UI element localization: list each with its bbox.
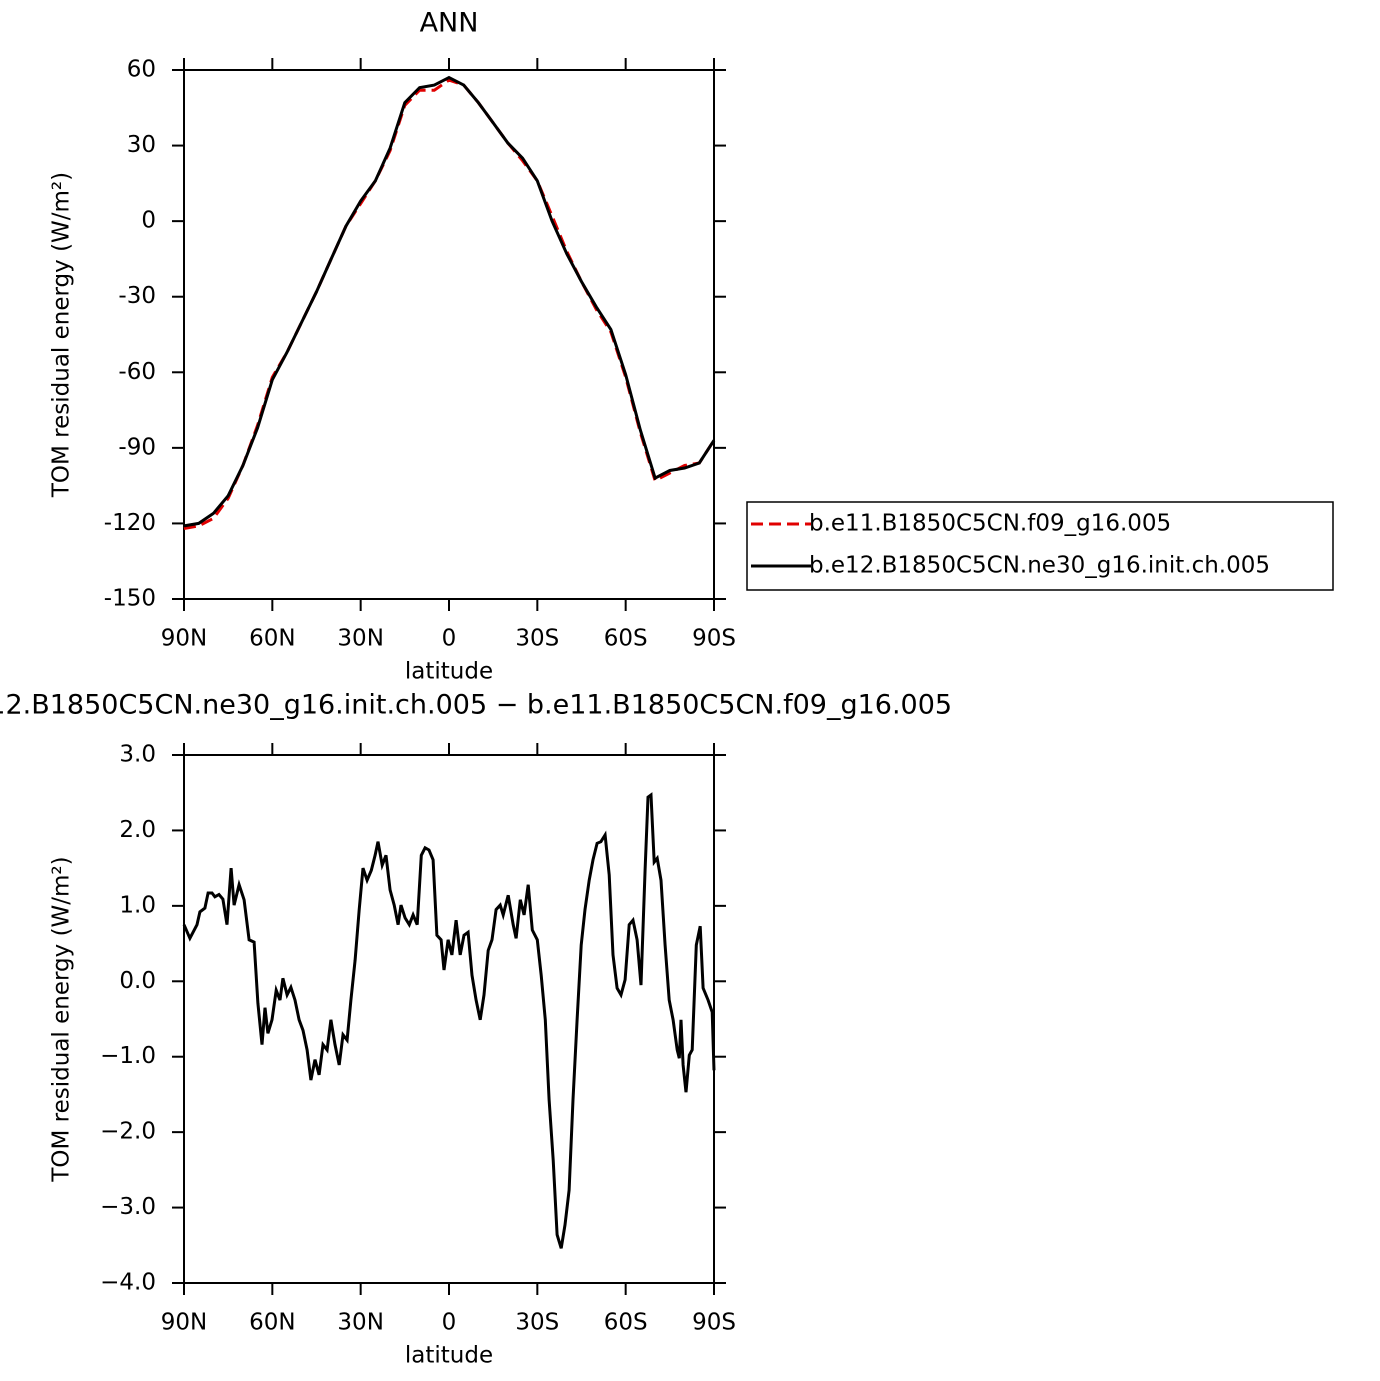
y-tick-label: 0: [141, 208, 156, 234]
x-tick-label: 30S: [515, 626, 559, 652]
y-tick-label: -120: [104, 510, 156, 536]
x-tick-label: 30N: [337, 1310, 383, 1336]
y-tick-label: -150: [104, 586, 156, 612]
x-tick-label: 30N: [337, 626, 383, 652]
y-tick-label: 3.0: [119, 742, 156, 768]
chart-title: ANN: [420, 8, 479, 39]
y-tick-label: -90: [118, 434, 156, 460]
x-tick-label: 0: [442, 1310, 457, 1336]
x-axis-label: latitude: [405, 1343, 493, 1369]
data-line: [183, 78, 716, 530]
plot-frame: [183, 69, 715, 600]
legend-box: [746, 501, 1334, 591]
x-tick-label: 0: [442, 626, 457, 652]
y-axis-label: TOM residual energy (W/m²): [49, 856, 75, 1182]
y-tick-label: -60: [118, 359, 156, 385]
y-tick-label: −2.0: [100, 1119, 156, 1145]
chart-title: b.e12.B1850C5CN.ne30_g16.init.ch.005 − b…: [0, 690, 952, 721]
data-line: [182, 792, 716, 1249]
x-tick-label: 60N: [249, 626, 295, 652]
y-tick-label: 2.0: [119, 817, 156, 843]
y-tick-label: −4.0: [100, 1270, 156, 1296]
legend-label: b.e11.B1850C5CN.f09_g16.005: [809, 511, 1171, 537]
x-tick-label: 60S: [604, 1310, 648, 1336]
x-tick-label: 30S: [515, 1310, 559, 1336]
x-tick-label: 90N: [161, 1310, 207, 1336]
y-tick-label: −3.0: [100, 1194, 156, 1220]
x-axis-label: latitude: [405, 659, 493, 685]
x-tick-label: 90S: [692, 626, 736, 652]
y-tick-label: 0.0: [119, 968, 156, 994]
legend-label: b.e12.B1850C5CN.ne30_g16.init.ch.005: [809, 553, 1270, 579]
y-tick-label: 60: [127, 57, 156, 83]
plot-frame: [183, 754, 715, 1284]
x-tick-label: 60N: [249, 1310, 295, 1336]
y-tick-label: −1.0: [100, 1043, 156, 1069]
x-tick-label: 90S: [692, 1310, 736, 1336]
y-tick-label: 1.0: [119, 892, 156, 918]
y-axis-label: TOM residual energy (W/m²): [49, 172, 75, 498]
data-line: [183, 75, 716, 528]
y-tick-label: -30: [118, 283, 156, 309]
x-tick-label: 60S: [604, 626, 648, 652]
x-tick-label: 90N: [161, 626, 207, 652]
y-tick-label: 30: [127, 132, 156, 158]
